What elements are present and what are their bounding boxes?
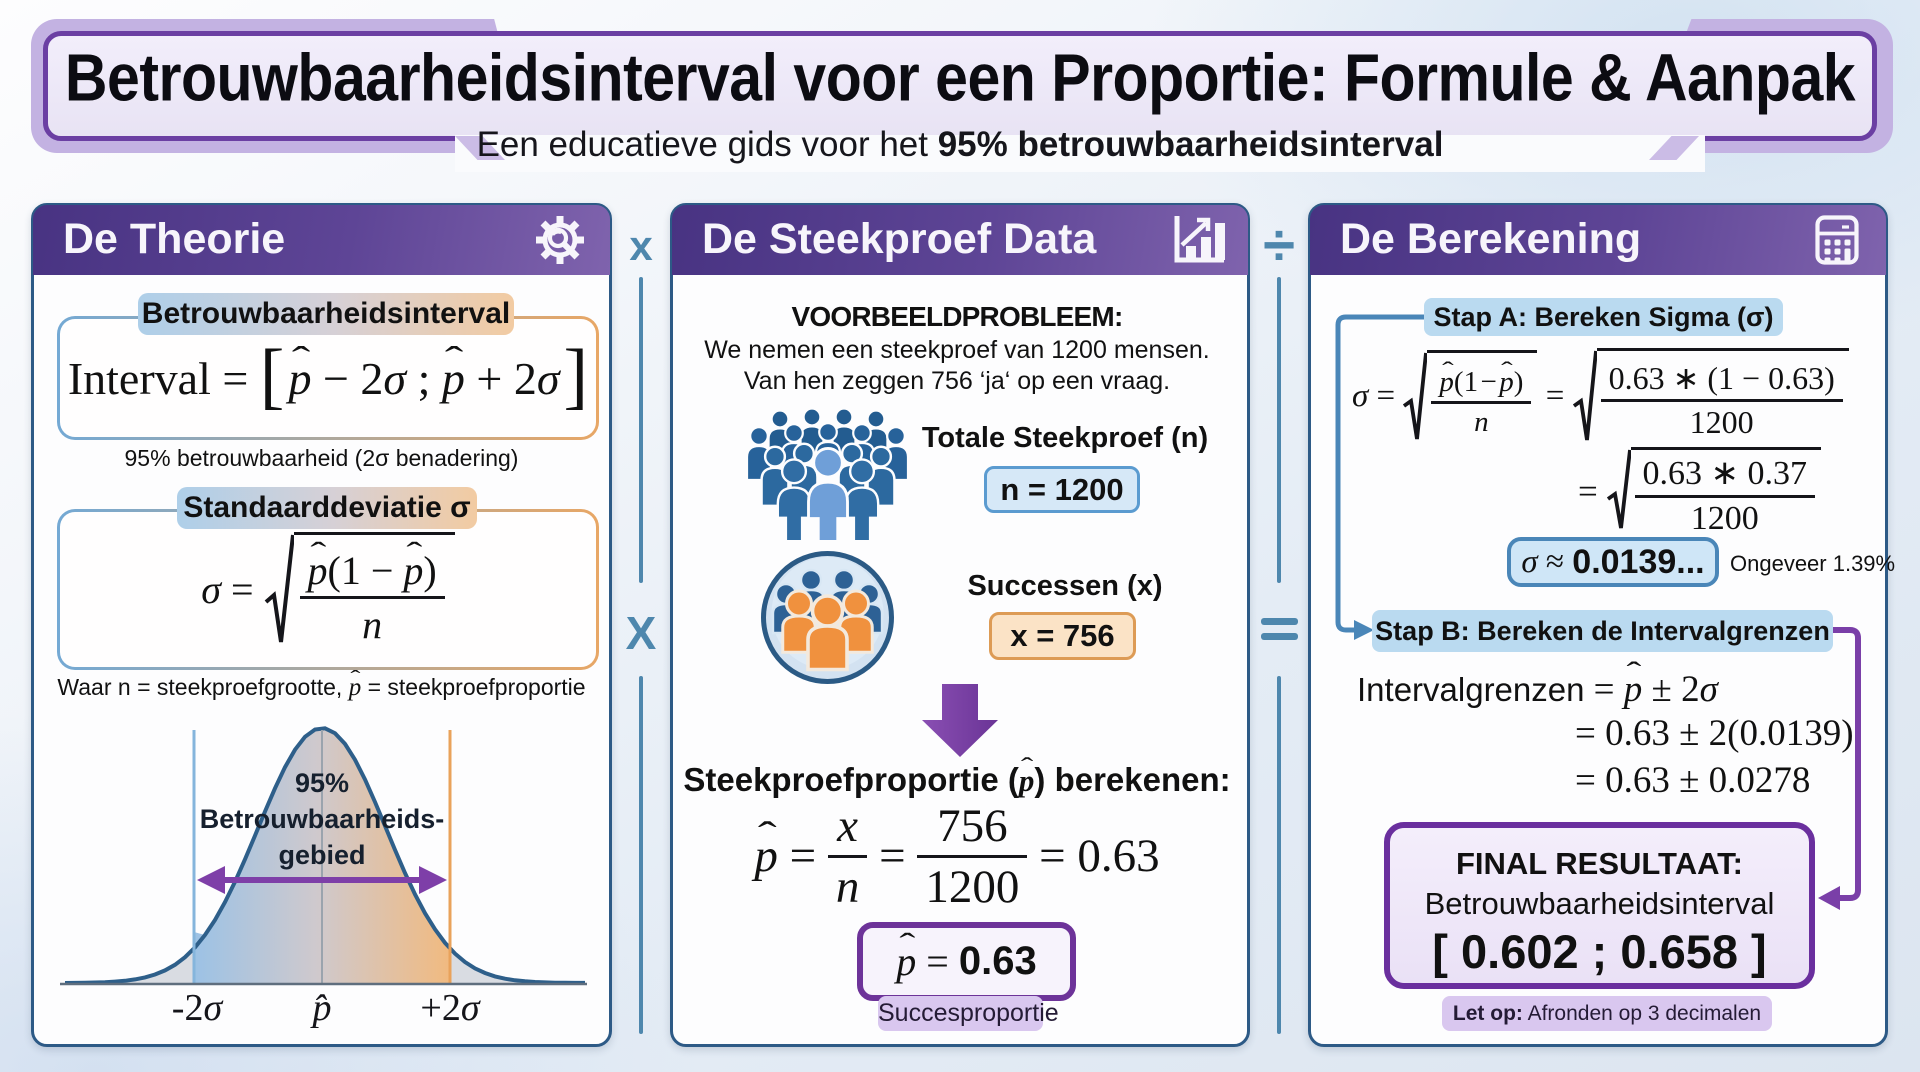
svg-text:Betrouwbaarheids-: Betrouwbaarheids- — [200, 804, 445, 834]
svg-text:+2σ: +2σ — [420, 987, 480, 1029]
svg-text:p̂: p̂ — [310, 987, 332, 1029]
svg-text:95%: 95% — [295, 768, 349, 798]
svg-text:-2σ: -2σ — [172, 987, 224, 1029]
svg-text:gebied: gebied — [278, 840, 365, 870]
